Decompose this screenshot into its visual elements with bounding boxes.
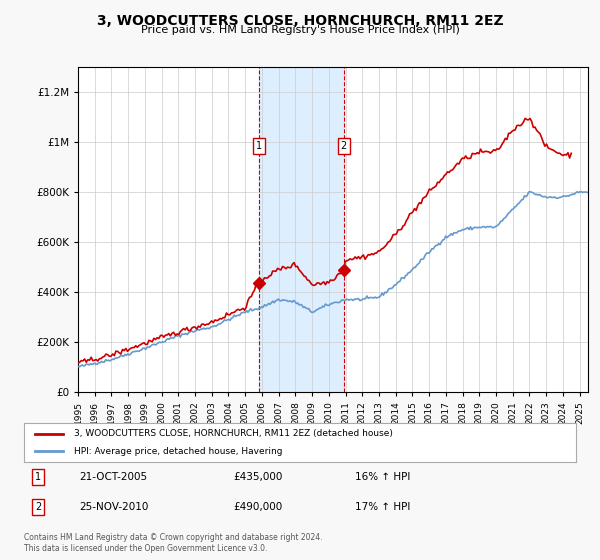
Text: 17% ↑ HPI: 17% ↑ HPI — [355, 502, 410, 512]
Text: 1: 1 — [35, 472, 41, 482]
Text: £435,000: £435,000 — [234, 472, 283, 482]
Text: 3, WOODCUTTERS CLOSE, HORNCHURCH, RM11 2EZ: 3, WOODCUTTERS CLOSE, HORNCHURCH, RM11 2… — [97, 14, 503, 28]
Text: HPI: Average price, detached house, Havering: HPI: Average price, detached house, Have… — [74, 446, 282, 455]
Text: 1: 1 — [256, 141, 262, 151]
Text: 25-NOV-2010: 25-NOV-2010 — [79, 502, 149, 512]
Text: 21-OCT-2005: 21-OCT-2005 — [79, 472, 148, 482]
Text: 2: 2 — [35, 502, 41, 512]
Text: £490,000: £490,000 — [234, 502, 283, 512]
Text: 3, WOODCUTTERS CLOSE, HORNCHURCH, RM11 2EZ (detached house): 3, WOODCUTTERS CLOSE, HORNCHURCH, RM11 2… — [74, 430, 392, 438]
Text: Contains HM Land Registry data © Crown copyright and database right 2024.
This d: Contains HM Land Registry data © Crown c… — [24, 533, 323, 553]
Text: Price paid vs. HM Land Registry's House Price Index (HPI): Price paid vs. HM Land Registry's House … — [140, 25, 460, 35]
Bar — [259, 67, 344, 392]
Text: 2: 2 — [341, 141, 347, 151]
Text: 16% ↑ HPI: 16% ↑ HPI — [355, 472, 410, 482]
